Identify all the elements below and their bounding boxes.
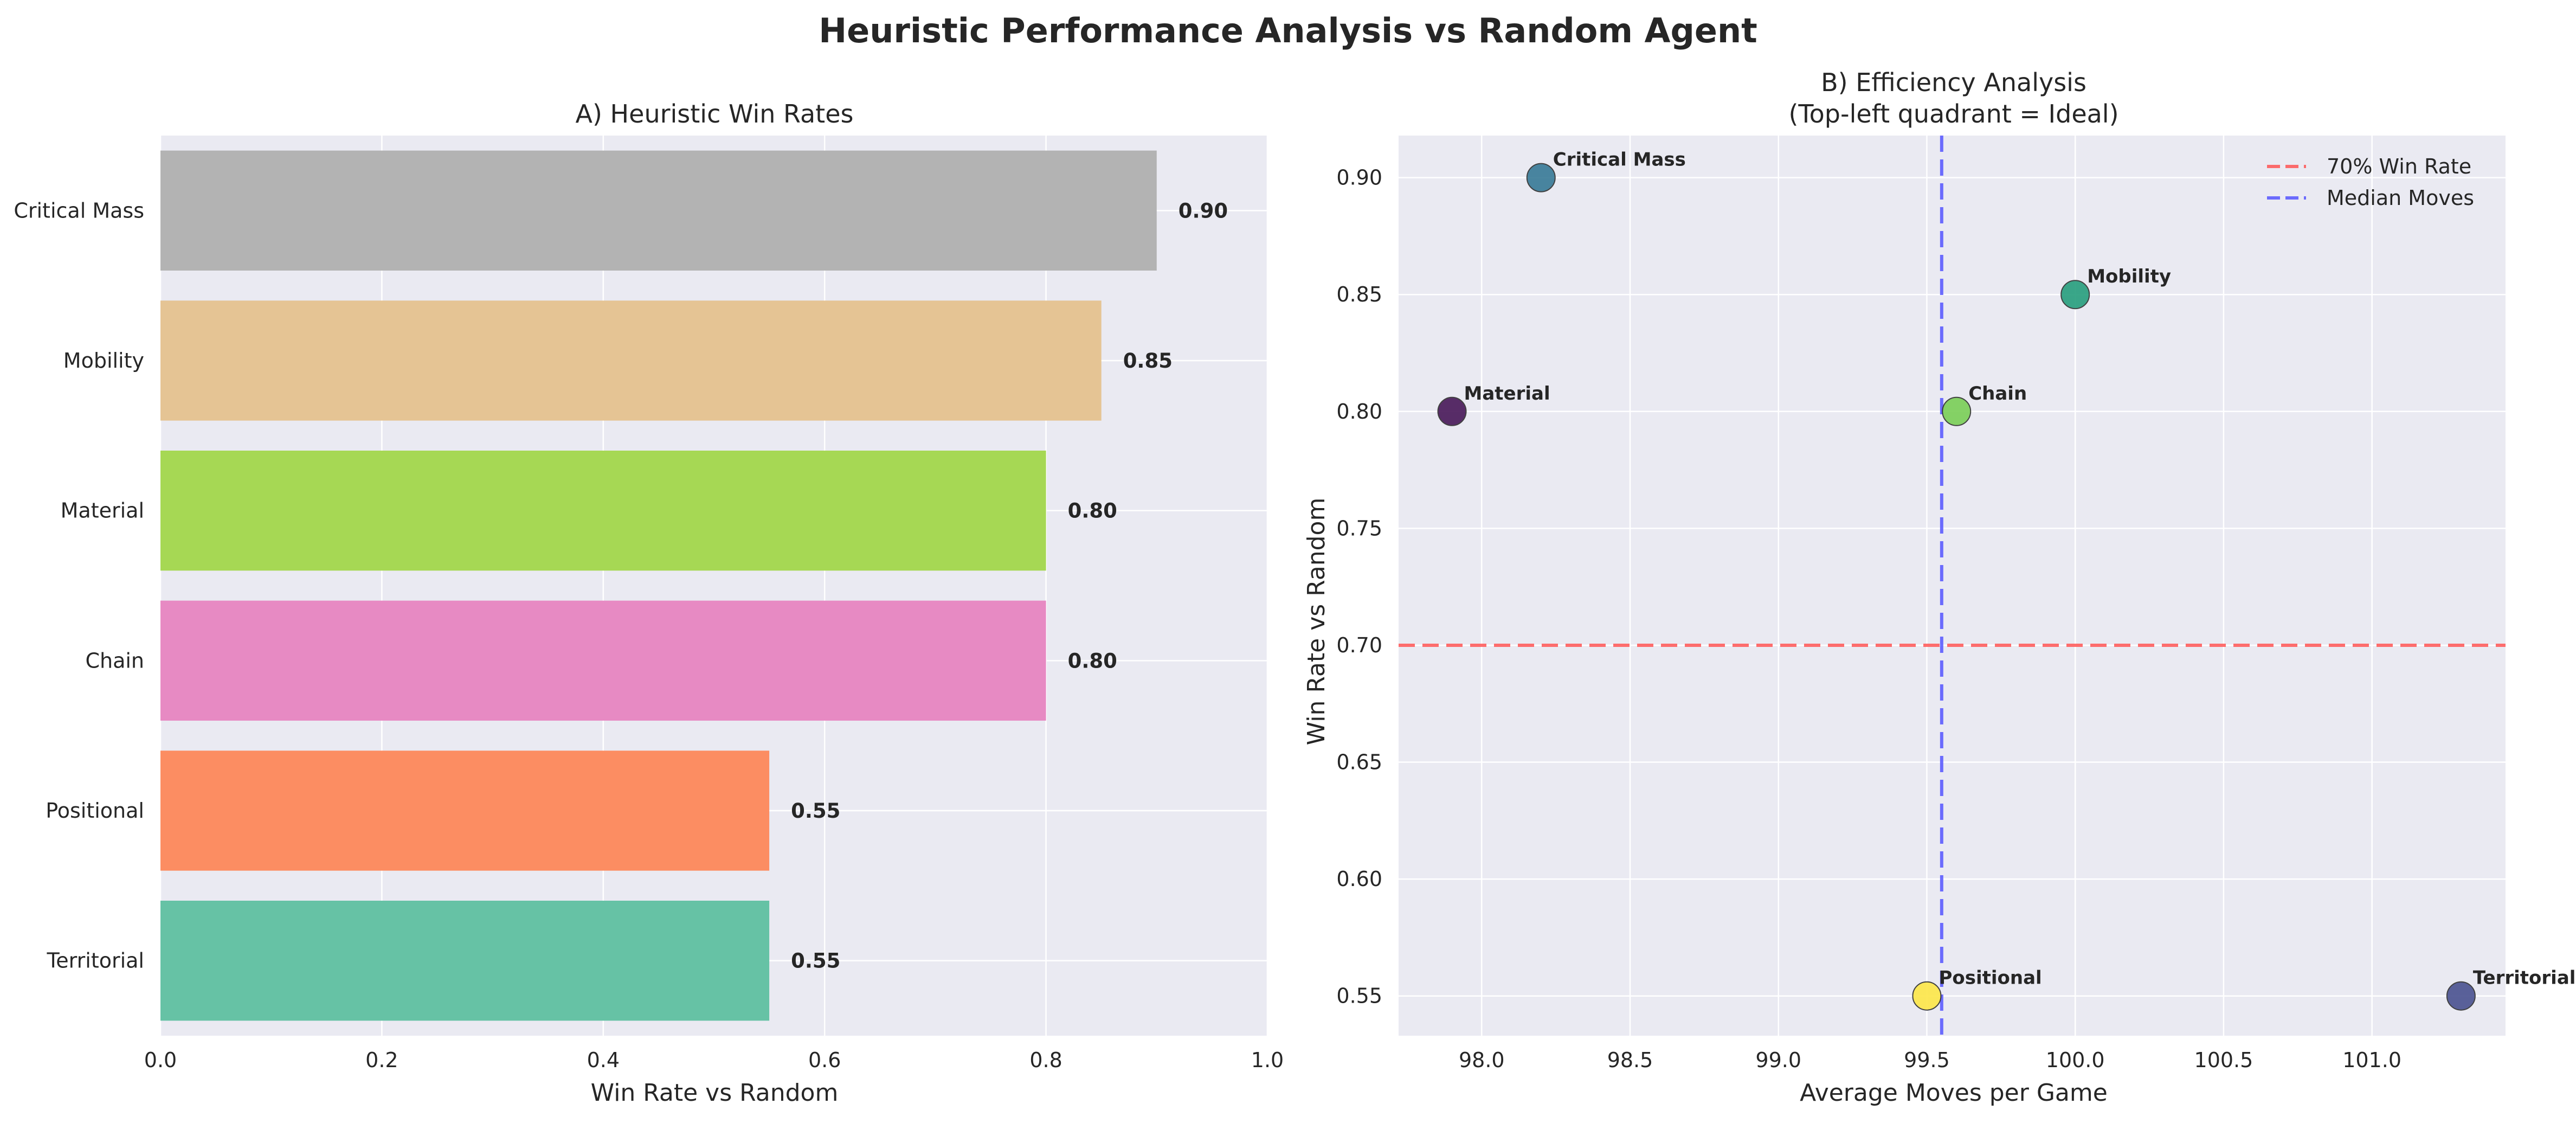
right-x-tick-label: 101.0	[2342, 1048, 2401, 1072]
bar-value-label: 0.55	[791, 949, 840, 973]
right-y-tick-label: 0.80	[1336, 400, 1382, 423]
scatter-point-label: Critical Mass	[1553, 149, 1686, 171]
left-x-tick-label: 0.8	[1029, 1048, 1062, 1072]
scatter-point-label: Territorial	[2473, 967, 2576, 989]
panel-heuristic-win-rates: A) Heuristic Win Rates 0.900.850.800.800…	[14, 99, 1284, 1107]
right-y-tick-label: 0.60	[1336, 867, 1382, 891]
right-x-tick-label: 100.0	[2046, 1048, 2105, 1072]
left-x-tick-label: 0.0	[144, 1048, 177, 1072]
scatter-point-material	[1437, 396, 1467, 426]
scatter-points: Critical Mass Mobility Material Chain Positi…	[1437, 149, 2576, 1011]
bar-value-label: 0.80	[1068, 499, 1117, 523]
bar-mobility	[160, 300, 1102, 421]
bar-value-label: 0.80	[1068, 649, 1117, 672]
right-y-tick-label: 0.55	[1336, 984, 1382, 1008]
right-y-tick-label: 0.90	[1336, 166, 1382, 190]
left-y-tick-label: Chain	[85, 649, 144, 672]
bar-value-label: 0.90	[1178, 199, 1228, 222]
left-bars: 0.90 0.85 0.80 0.80 0.55 0.55	[160, 150, 1228, 1021]
left-plot-area	[160, 136, 1267, 1036]
bar-material	[160, 451, 1046, 571]
left-x-tick-label: 1.0	[1251, 1048, 1284, 1072]
right-x-tick-label: 99.0	[1755, 1048, 1801, 1072]
scatter-point-mobility	[2060, 280, 2090, 310]
scatter-point-label: Positional	[1939, 967, 2042, 989]
scatter-point-label: Material	[1464, 383, 1550, 405]
right-y-tick-label: 0.75	[1336, 516, 1382, 540]
scatter-point-chain	[1942, 396, 1972, 426]
panel-efficiency-analysis: B) Efficiency Analysis (Top-left quadran…	[1303, 68, 2575, 1107]
bar-territorial	[160, 901, 770, 1021]
right-x-tick-label: 100.5	[2194, 1048, 2253, 1072]
bar-value-label: 0.55	[791, 799, 840, 823]
figure-title: Heuristic Performance Analysis vs Random…	[819, 11, 1757, 50]
left-x-tick-label: 0.6	[808, 1048, 841, 1072]
legend-entry: Median Moves	[2327, 186, 2474, 210]
left-panel-title: A) Heuristic Win Rates	[576, 99, 854, 129]
legend: 70% Win Rate Median Moves	[2267, 155, 2474, 210]
scatter-point-positional	[1912, 981, 1942, 1011]
right-panel-title: B) Efficiency Analysis	[1821, 68, 2086, 97]
left-y-tick-label: Critical Mass	[14, 198, 144, 222]
scatter-point-label: Chain	[1968, 383, 2027, 405]
left-x-axis-label: Win Rate vs Random	[591, 1079, 839, 1107]
right-x-tick-label: 98.0	[1459, 1048, 1505, 1072]
legend-entry: 70% Win Rate	[2327, 155, 2471, 178]
left-x-tick-label: 0.2	[365, 1048, 398, 1072]
right-y-axis-label: Win Rate vs Random	[1303, 498, 1330, 746]
bar-positional	[160, 750, 770, 871]
left-y-tick-label: Territorial	[47, 949, 144, 973]
reference-lines	[1399, 136, 2506, 1036]
bar-critical-mass	[160, 150, 1157, 271]
left-y-tick-label: Material	[61, 499, 144, 523]
right-ticks: 98.0 98.5 99.0 99.5 100.0 100.5 101.0 0.55 0.60 0…	[1336, 166, 2401, 1072]
right-x-tick-label: 99.5	[1904, 1048, 1950, 1072]
right-panel-subtitle: (Top-left quadrant = Ideal)	[1788, 99, 2118, 129]
bar-value-label: 0.85	[1123, 349, 1173, 373]
scatter-point-territorial	[2446, 981, 2476, 1011]
right-y-tick-label: 0.70	[1336, 633, 1382, 657]
left-y-tick-label: Mobility	[63, 349, 144, 373]
left-ticks: 0.0 0.2 0.4 0.6 0.8 1.0 Critical Mass Mobility M…	[14, 198, 1284, 1072]
left-y-tick-label: Positional	[46, 799, 144, 823]
right-y-tick-label: 0.65	[1336, 750, 1382, 774]
scatter-point-label: Mobility	[2087, 266, 2171, 287]
right-plot-area	[1399, 136, 2506, 1036]
right-x-axis-label: Average Moves per Game	[1800, 1079, 2108, 1107]
right-y-tick-label: 0.85	[1336, 283, 1382, 306]
right-x-tick-label: 98.5	[1607, 1048, 1653, 1072]
left-x-tick-label: 0.4	[587, 1048, 620, 1072]
scatter-point-critical-mass	[1526, 163, 1556, 192]
bar-chain	[160, 600, 1046, 721]
